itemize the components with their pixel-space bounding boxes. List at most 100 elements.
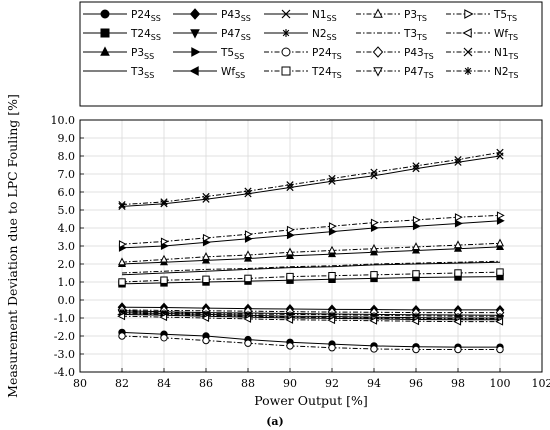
- y-tick-label: 1.0: [58, 276, 76, 289]
- data-point: [411, 242, 421, 250]
- caption: (a): [266, 415, 284, 428]
- data-point: [327, 316, 336, 325]
- legend-label-name: N1: [494, 47, 509, 59]
- legend-item: N2TS: [446, 66, 519, 80]
- x-tick-label: 84: [157, 377, 171, 390]
- data-point: [454, 155, 462, 164]
- legend-label: P3TS: [404, 9, 427, 23]
- series-n1-ss: [118, 152, 504, 211]
- legend-label-name: T3: [130, 66, 144, 78]
- series-n1-ts: [118, 148, 504, 209]
- legend-item: P43TS: [356, 46, 434, 61]
- legend-label-name: P43: [221, 9, 241, 21]
- y-tick-label: 6.0: [58, 186, 76, 199]
- legend-label-subscript: SS: [144, 71, 154, 80]
- data-point: [412, 312, 420, 320]
- legend-marker: [462, 28, 472, 38]
- legend-label-name: P3: [404, 9, 417, 21]
- data-point: [160, 198, 168, 206]
- legend-item: P3TS: [356, 8, 427, 23]
- legend-label-name: P24: [131, 9, 151, 21]
- series-line: [121, 315, 500, 323]
- data-point: [328, 177, 336, 185]
- data-point: [118, 308, 126, 315]
- legend-marker: [189, 8, 201, 20]
- data-point: [454, 313, 462, 320]
- data-point: [160, 237, 169, 246]
- y-tick-label: -4.0: [54, 366, 75, 379]
- legend-label-subscript: SS: [327, 33, 337, 42]
- x-tick-label: 82: [115, 377, 129, 390]
- data-point: [370, 168, 378, 176]
- legend-label-subscript: SS: [235, 71, 245, 80]
- data-point: [370, 345, 378, 353]
- legend-marker: [281, 9, 291, 19]
- legend-label-subscript: TS: [331, 71, 342, 80]
- y-tick-label: 3.0: [58, 240, 76, 253]
- legend-marker: [372, 46, 384, 58]
- data-point: [160, 334, 168, 342]
- y-tick-label: 5.0: [58, 204, 76, 217]
- data-point: [496, 313, 504, 320]
- data-point: [412, 162, 420, 170]
- legend-marker: [373, 67, 383, 77]
- legend-label: P43TS: [404, 47, 434, 61]
- legend-item: P47SS: [173, 28, 251, 42]
- legend-item: T24SS: [83, 28, 161, 42]
- legend-item: P3SS: [83, 46, 154, 61]
- legend-label-name: T5: [220, 47, 234, 59]
- legend-label-subscript: SS: [144, 52, 154, 61]
- series-line: [121, 242, 501, 263]
- x-tick-label: 80: [73, 377, 87, 390]
- legend-label-subscript: TS: [508, 71, 519, 80]
- legend-label: P47SS: [221, 28, 251, 42]
- y-tick-label: 0.0: [58, 294, 76, 307]
- data-point: [328, 311, 336, 318]
- data-point: [370, 312, 378, 319]
- data-point: [160, 309, 168, 316]
- y-tick-label: 2.0: [58, 258, 76, 271]
- data-point: [118, 278, 126, 286]
- data-point: [286, 183, 294, 192]
- series-line: [121, 155, 501, 207]
- legend-label-name: T24: [130, 28, 151, 40]
- data-point: [285, 247, 295, 256]
- legend-label-subscript: SS: [241, 14, 251, 23]
- series-wf-ts: [117, 312, 504, 326]
- series-line: [121, 214, 501, 245]
- data-point: [201, 252, 211, 260]
- data-point: [495, 317, 504, 326]
- data-point: [328, 222, 337, 231]
- data-point: [202, 233, 211, 242]
- series-t5-ts: [118, 211, 505, 249]
- legend-item: T5TS: [446, 9, 517, 23]
- data-point: [286, 225, 295, 234]
- x-tick-label: 92: [325, 377, 339, 390]
- data-point: [243, 250, 253, 259]
- y-axis-label: Measurement Deviation due to LPC Fouling…: [5, 94, 20, 398]
- data-point: [453, 240, 463, 249]
- legend-label-subscript: TS: [331, 52, 342, 61]
- legend-marker: [191, 47, 201, 57]
- data-point: [496, 268, 504, 276]
- legend-label-name: P24: [312, 47, 332, 59]
- legend-marker: [281, 47, 291, 57]
- legend-item: P24SS: [83, 9, 161, 23]
- legend-label: P24TS: [312, 47, 342, 61]
- series-t3-ss: [121, 261, 501, 276]
- data-point: [243, 314, 252, 323]
- legend-label: T24TS: [311, 66, 342, 80]
- data-point: [201, 313, 210, 323]
- legend-label: T24SS: [130, 28, 161, 42]
- legend-label-subscript: SS: [151, 14, 161, 23]
- data-point: [328, 227, 337, 236]
- legend-item: P47TS: [356, 66, 434, 80]
- legend-label: P43SS: [221, 9, 251, 23]
- legend-item: T5SS: [173, 47, 244, 61]
- legend-label-subscript: SS: [151, 33, 161, 42]
- legend-label: N1TS: [494, 47, 519, 61]
- legend-label: P3SS: [131, 47, 154, 61]
- legend-item: T3TS: [356, 28, 427, 42]
- legend-label: T3SS: [130, 66, 154, 80]
